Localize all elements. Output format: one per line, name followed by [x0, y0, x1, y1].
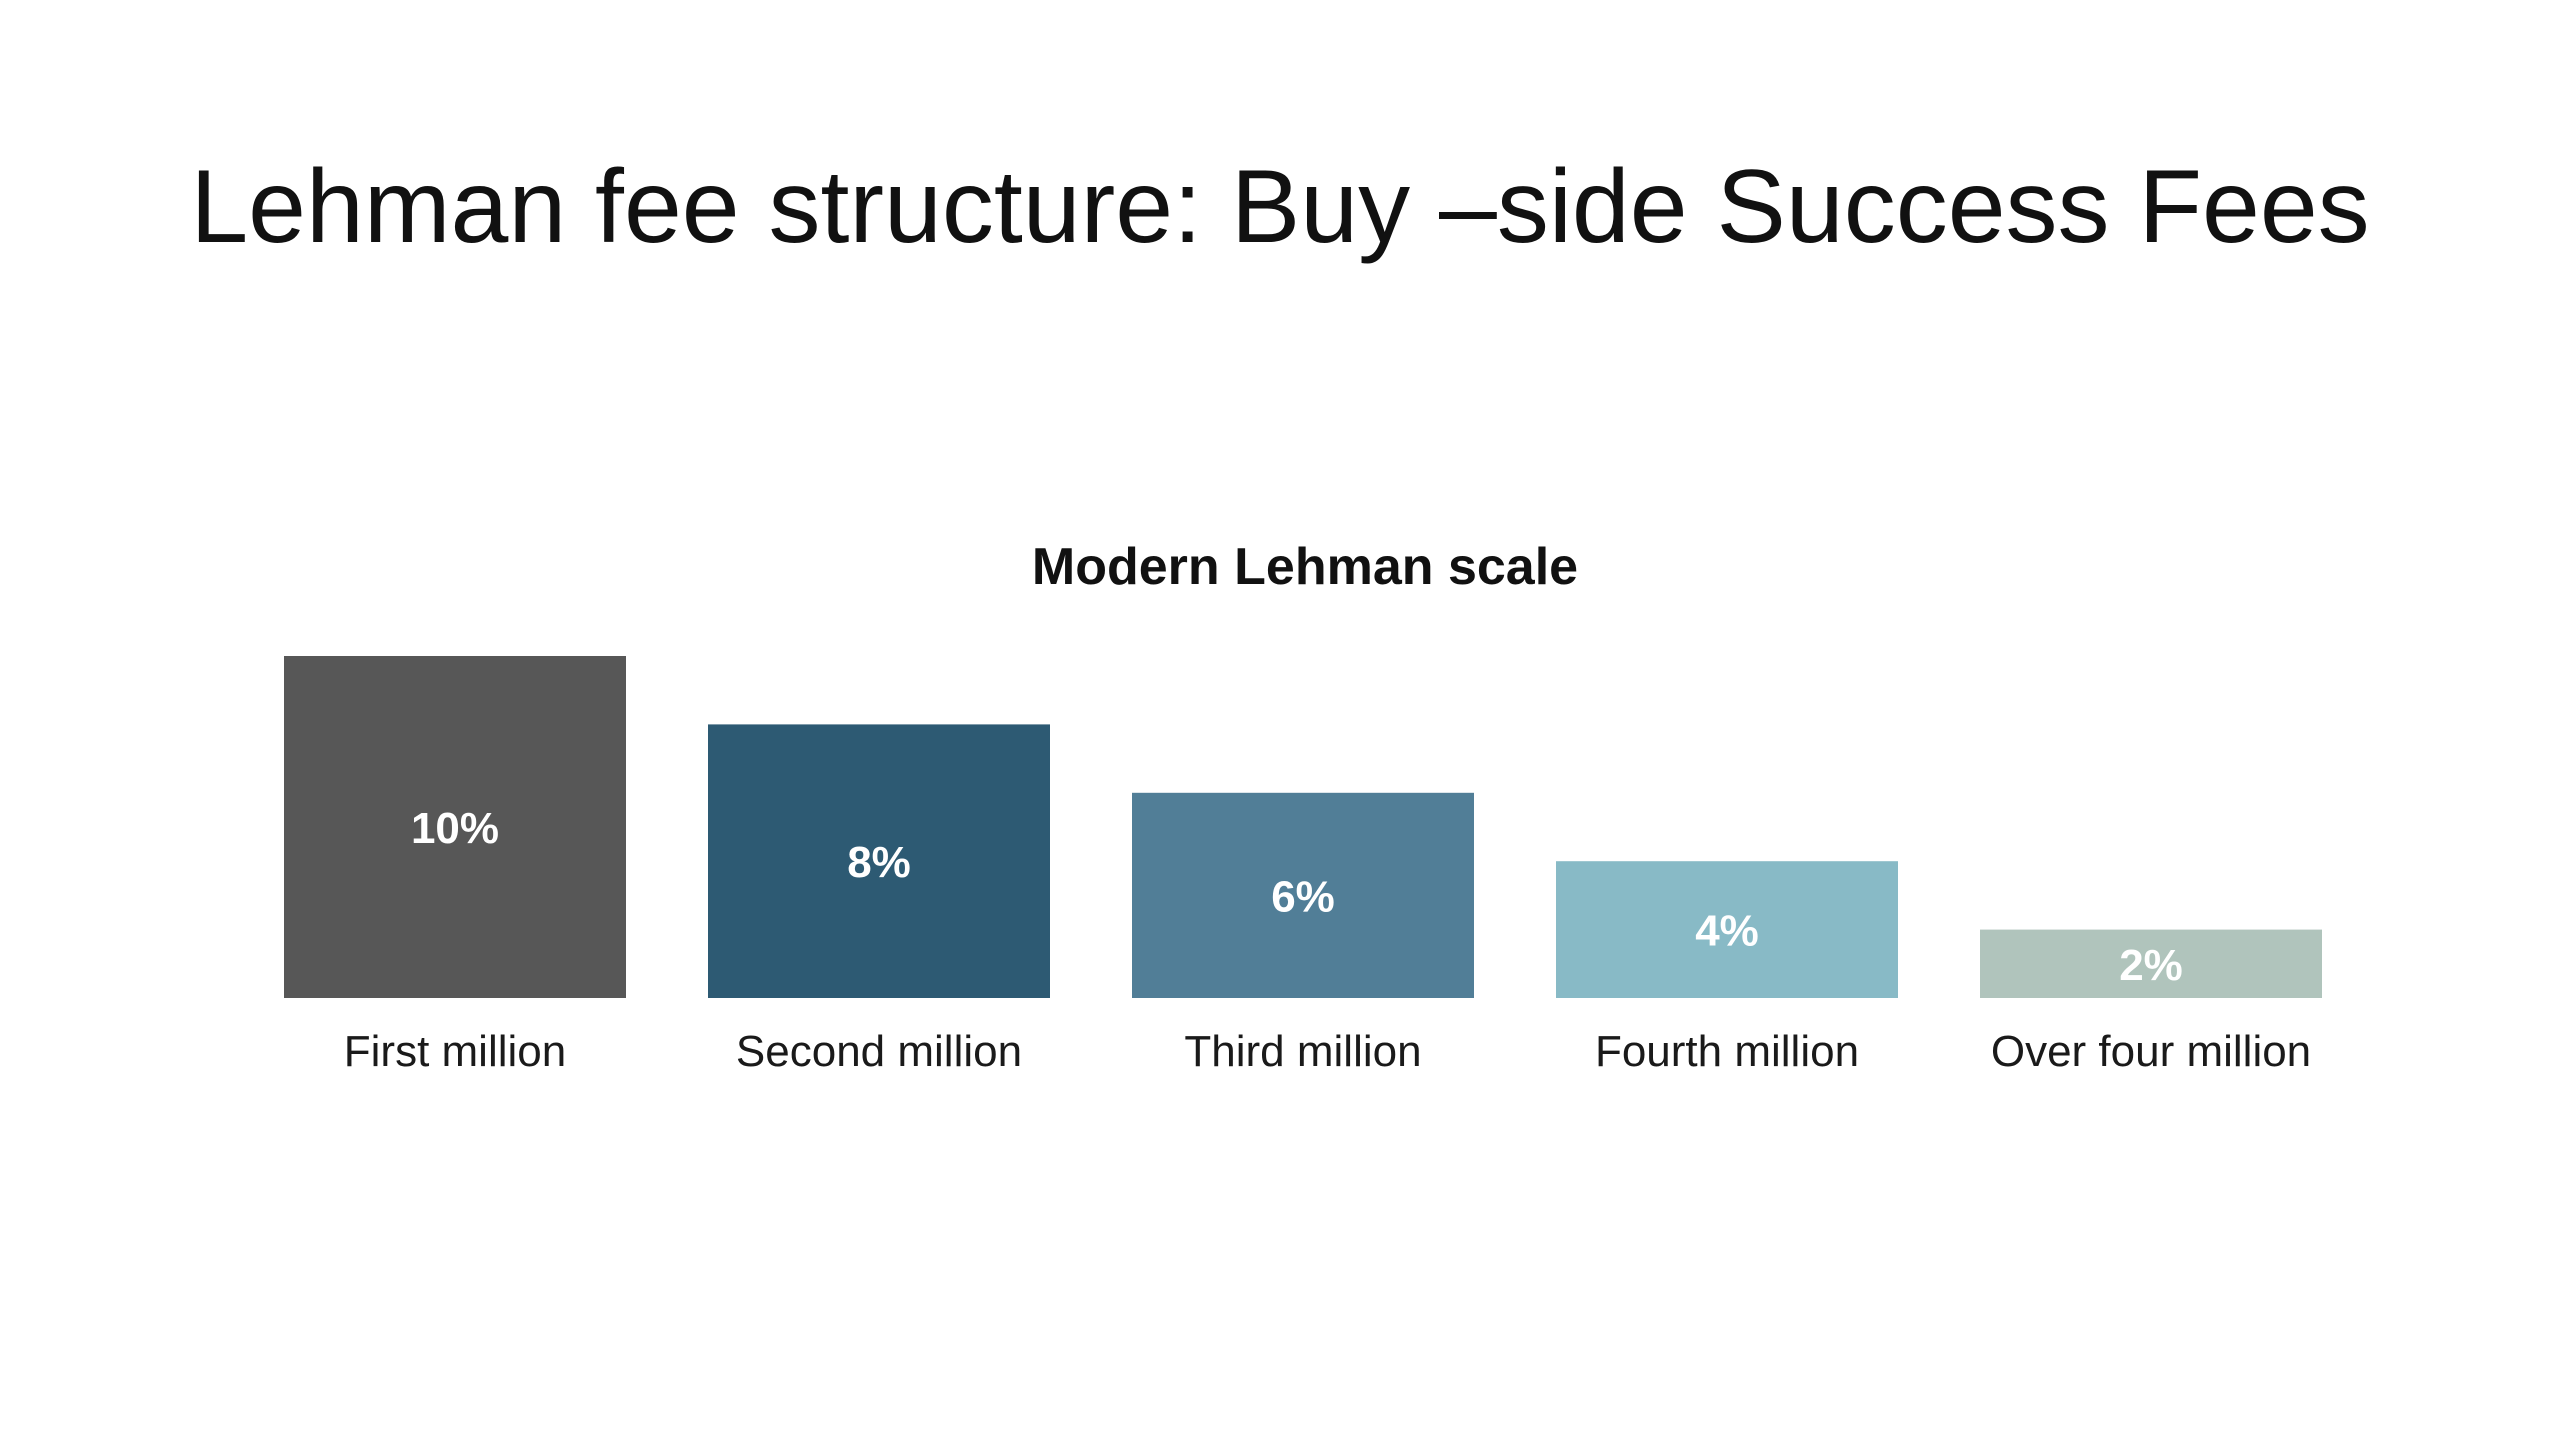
bar-value-label-1: 10%: [411, 804, 499, 853]
category-label-5: Over four million: [1991, 1027, 2311, 1076]
bars-group: [284, 656, 2322, 998]
slide-title: Lehman fee structure: Buy –side Success …: [190, 149, 2370, 265]
chart-svg: Modern Lehman scale 10% 8% 6% 4% 2% First mi…: [284, 538, 2322, 1076]
bar-3: [1132, 792, 1474, 998]
category-labels-group: First million Second million Third million…: [344, 1027, 2311, 1076]
category-label-1: First million: [344, 1027, 566, 1076]
category-label-4: Fourth million: [1595, 1027, 1859, 1076]
bar-4: [1556, 861, 1898, 998]
chart-title: Modern Lehman scale: [1032, 538, 1578, 596]
bar-2: [708, 724, 1050, 998]
bar-value-label-3: 6%: [1271, 872, 1335, 921]
bar-value-label-2: 8%: [847, 838, 911, 887]
bar-5: [1980, 929, 2322, 998]
bar-1: [284, 656, 626, 998]
category-label-2: Second million: [736, 1027, 1022, 1076]
chart: Modern Lehman scale 10% 8% 6% 4% 2% First mi…: [0, 500, 2560, 1140]
bar-labels-group: 10% 8% 6% 4% 2%: [411, 804, 2183, 990]
category-label-3: Third million: [1184, 1027, 1421, 1076]
bar-value-label-4: 4%: [1695, 907, 1759, 956]
bar-value-label-5: 2%: [2119, 941, 2183, 990]
